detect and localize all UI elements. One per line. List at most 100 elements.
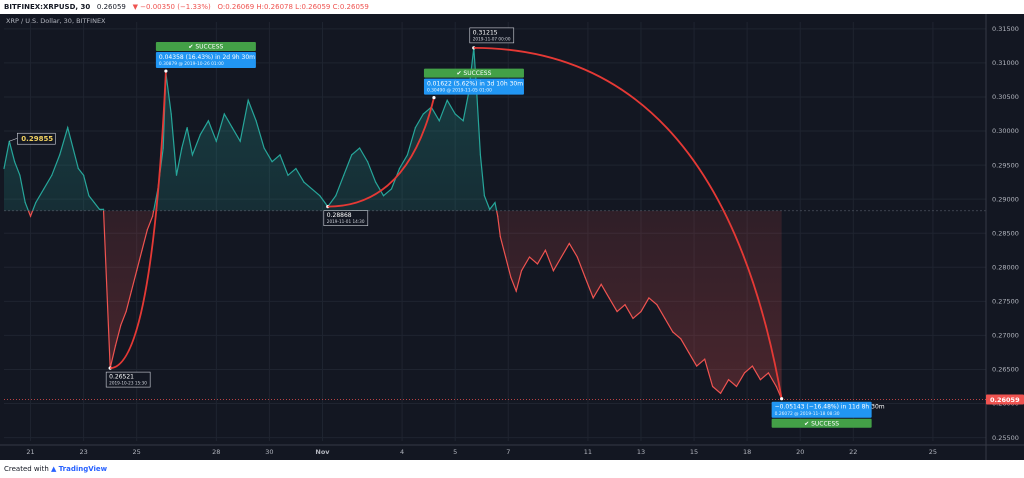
price-point (83, 174, 85, 176)
price-point (374, 181, 377, 183)
created-with-label: Created with (4, 465, 49, 473)
price-point (175, 174, 178, 176)
measure-label-subtext: 0.30879 @ 2019-10-26 01:00 (159, 61, 224, 67)
y-tick-label: 0.28500 (992, 229, 1019, 237)
price-point (162, 147, 164, 149)
y-tick-label: 0.31000 (992, 59, 1019, 67)
price-point (438, 120, 440, 122)
measure-label-box (771, 401, 872, 418)
area-fill-above (4, 47, 782, 211)
price-point (398, 167, 401, 170)
price-point (544, 249, 547, 251)
price-point (303, 181, 305, 183)
price-point (712, 385, 714, 388)
x-tick-label: 5 (453, 448, 457, 456)
measure-label-text: 0.04358 (16.43%) in 2d 9h 30m (159, 54, 255, 61)
price-point (255, 120, 257, 122)
success-badge-text: ✔ SUCCESS (188, 44, 223, 51)
measure-end-dot (432, 96, 436, 100)
price-point (186, 127, 188, 129)
price-point (406, 154, 409, 156)
measure-end-dot (780, 397, 784, 401)
measure-label-box (423, 78, 524, 95)
price-point (207, 120, 209, 122)
price-point (98, 208, 101, 210)
price-point (560, 256, 562, 258)
price-point (515, 290, 517, 292)
price-point (351, 154, 353, 156)
price-point (688, 351, 690, 354)
y-tick-label: 0.30500 (992, 93, 1019, 101)
price-point (14, 161, 16, 163)
price-point (680, 338, 682, 340)
current-price-label: 0.26059 (990, 396, 1020, 404)
price-marker-box (105, 371, 151, 388)
price-point (552, 270, 554, 272)
price-point (382, 195, 385, 197)
price-point (72, 147, 74, 149)
price-point (295, 167, 297, 170)
price-point (311, 188, 313, 190)
y-tick-label: 0.30000 (992, 127, 1019, 135)
x-tick-label: 22 (849, 448, 857, 456)
price-point (136, 270, 138, 272)
measure-label-subtext: 0.26072 @ 2019-11-18 08:30 (775, 411, 840, 417)
price-point (181, 147, 183, 149)
price-point (367, 161, 369, 163)
price-point (656, 304, 658, 306)
price-point (343, 174, 345, 176)
success-badge (423, 68, 524, 78)
price-point (640, 310, 642, 313)
price-point (43, 188, 45, 190)
price-point (536, 263, 539, 265)
price-point (624, 304, 626, 306)
price-marker-value: 0.31215 (473, 29, 498, 36)
price-point (414, 127, 416, 129)
measure-label-text: −0.05143 (−16.48%) in 11d 8h 30m (775, 404, 885, 411)
chart-area[interactable]: BITFINEX:XRPUSD, 30 0.26059 ▼ −0.00350 (… (0, 0, 1024, 460)
price-point (520, 270, 523, 272)
tradingview-logo-icon: ▲ (51, 465, 57, 473)
x-tick-label: 25 (133, 448, 141, 456)
area-fill-below (28, 210, 782, 399)
last-price: 0.26059 (96, 3, 126, 11)
success-badge-text: ✔ SUCCESS (804, 420, 839, 427)
y-tick-label: 0.25500 (992, 434, 1019, 442)
price-marker-value: 0.26521 (109, 374, 134, 381)
price-point (499, 236, 501, 238)
price-point (616, 310, 618, 313)
price-change: ▼ −0.00350 (−1.33%) (132, 3, 211, 11)
price-point (215, 140, 217, 142)
y-tick-label: 0.26500 (992, 366, 1019, 374)
price-point (446, 99, 448, 101)
price-point (462, 120, 464, 122)
price-point (584, 276, 586, 279)
price-point (223, 113, 225, 115)
price-point (77, 167, 79, 170)
price-point (494, 201, 496, 204)
price-point (152, 215, 154, 217)
price-flag-pointer (9, 137, 18, 142)
x-tick-label: 25 (929, 448, 937, 456)
x-tick-label: 23 (79, 448, 87, 456)
price-point (120, 324, 122, 326)
price-chart[interactable]: 0.31500 0.31000 0.30500 0.30000 0.29500 0.290… (0, 14, 1024, 460)
success-badge-text: ✔ SUCCESS (456, 70, 491, 77)
price-point (735, 385, 738, 388)
footer: Created with ▲ TradingView (0, 460, 1024, 478)
price-point (146, 229, 148, 231)
price-point (287, 174, 289, 176)
measure-label-subtext: 0.30490 @ 2019-11-05 01:00 (427, 88, 492, 94)
success-badge (771, 418, 872, 428)
price-point (199, 133, 201, 136)
price-point (751, 365, 754, 367)
x-tick-label: 13 (637, 448, 645, 456)
tradingview-brand[interactable]: TradingView (58, 465, 108, 473)
measure-arc (110, 71, 167, 370)
price-point (489, 208, 491, 210)
price-point (125, 310, 127, 313)
measure-label-box (155, 52, 256, 69)
x-tick-label: 15 (690, 448, 698, 456)
x-tick-label: Nov (315, 448, 330, 456)
price-point (422, 113, 424, 115)
